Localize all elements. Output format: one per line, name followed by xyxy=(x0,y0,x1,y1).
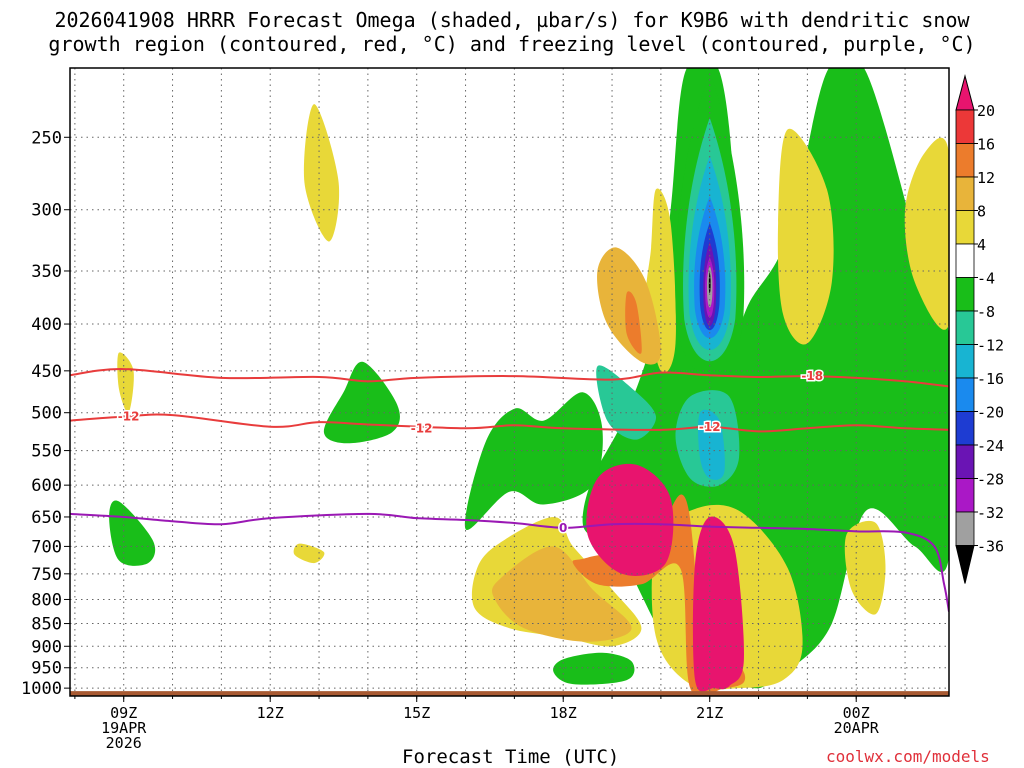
colorbar-segment xyxy=(955,277,975,312)
colorbar-label: -4 xyxy=(977,270,995,288)
colorbar-bottom-arrow xyxy=(955,545,975,584)
y-tick-label: 700 xyxy=(31,537,62,557)
omega-region-3 xyxy=(109,500,156,566)
x-tick-label: 21Z xyxy=(696,704,723,722)
omega-region-12 xyxy=(844,520,886,615)
x-tick-label: 00Z xyxy=(843,704,870,722)
contour-label: -12 xyxy=(118,410,140,424)
y-tick-label: 600 xyxy=(31,476,62,496)
omega-region-16 xyxy=(625,291,642,354)
x-tick-label: 2026 xyxy=(106,734,142,752)
colorbar-segment xyxy=(955,143,975,178)
omega-region-22 xyxy=(692,516,744,692)
x-tick-label: 20APR xyxy=(834,719,880,737)
colorbar-segment xyxy=(955,511,975,546)
colorbar: 20 16 12 8 4 -4 -8 -12 -16 -20 -24 -28 -32 -36 xyxy=(955,74,1004,584)
colorbar-label: -8 xyxy=(977,303,995,321)
y-tick-label: 500 xyxy=(31,404,62,424)
ground-fill xyxy=(70,691,949,696)
colorbar-label: -20 xyxy=(977,404,1004,422)
contours: -18 -12 -12 -12 0 xyxy=(70,368,949,612)
colorbar-label: 8 xyxy=(977,203,986,221)
chart-title: 2026041908 HRRR Forecast Omega (shaded, … xyxy=(0,8,1024,56)
contour-line-1 xyxy=(70,413,949,433)
y-tick-label: 850 xyxy=(31,615,62,635)
grid xyxy=(70,68,949,696)
contour-line-2 xyxy=(70,512,949,612)
colorbar-segment xyxy=(955,377,975,412)
colorbar-label: 12 xyxy=(977,169,995,187)
colorbar-label: 4 xyxy=(977,236,986,254)
y-tick-label: 900 xyxy=(31,637,62,657)
x-tick-label: 18Z xyxy=(550,704,577,722)
y-tick-label: 550 xyxy=(31,442,62,462)
x-axis-label: Forecast Time (UTC) xyxy=(402,746,620,768)
colorbar-segment xyxy=(955,478,975,513)
colorbar-label: -24 xyxy=(977,437,1004,455)
colorbar-top-arrow xyxy=(955,74,975,111)
contour-label: -12 xyxy=(699,420,721,434)
colorbar-segment xyxy=(955,344,975,379)
y-tick-label: 1000 xyxy=(21,679,62,699)
contour-label: 0 xyxy=(559,521,567,535)
x-tick-label: 09Z xyxy=(110,704,137,722)
omega-core-band-8 xyxy=(708,270,711,294)
title-line-1: 2026041908 HRRR Forecast Omega (shaded, … xyxy=(54,8,970,32)
omega-region-6 xyxy=(777,128,834,345)
omega-region-8 xyxy=(303,104,340,242)
colorbar-segment xyxy=(955,176,975,211)
y-tick-label: 750 xyxy=(31,565,62,585)
plot-frame xyxy=(69,67,950,697)
y-tick-label: 400 xyxy=(31,315,62,335)
x-tick-label: 15Z xyxy=(403,704,430,722)
colorbar-label: 20 xyxy=(977,102,995,120)
x-tick-label: 12Z xyxy=(257,704,284,722)
colorbar-label: -32 xyxy=(977,504,1004,522)
y-tick-label: 650 xyxy=(31,508,62,528)
y-tick-label: 950 xyxy=(31,659,62,679)
colorbar-segment xyxy=(955,210,975,245)
omega-region-9 xyxy=(117,352,134,414)
omega-region-14 xyxy=(492,546,632,642)
omega-region-21 xyxy=(586,463,674,576)
omega-region-4 xyxy=(553,652,635,685)
y-tick-label: 450 xyxy=(31,362,62,382)
omega-region-2 xyxy=(323,361,400,444)
y-tick-label: 800 xyxy=(31,590,62,610)
colorbar-label: -12 xyxy=(977,337,1004,355)
colorbar-segment xyxy=(955,243,975,278)
y-tick-label: 350 xyxy=(31,262,62,282)
omega-region-7 xyxy=(904,137,949,330)
title-line-2: growth region (contoured, red, °C) and f… xyxy=(48,32,976,56)
colorbar-label: -36 xyxy=(977,538,1004,556)
ground xyxy=(70,691,949,696)
colorbar-segment xyxy=(955,310,975,345)
contour-line-0 xyxy=(70,368,949,388)
y-tick-label: 300 xyxy=(31,201,62,221)
contour-label: -18 xyxy=(801,369,823,383)
omega-region-17 xyxy=(596,365,657,440)
colorbar-label: -16 xyxy=(977,370,1004,388)
omega-shading xyxy=(109,68,949,696)
x-tick-label: 19APR xyxy=(101,719,147,737)
omega-region-13 xyxy=(293,543,325,564)
colorbar-segment xyxy=(955,444,975,479)
colorbar-label: -28 xyxy=(977,471,1004,489)
colorbar-segment xyxy=(955,411,975,446)
y-axis: 2503003504004505005506006507007508008509… xyxy=(21,128,70,699)
y-tick-label: 250 xyxy=(31,128,62,148)
colorbar-label: 16 xyxy=(977,136,995,154)
contour-label: -12 xyxy=(411,421,433,435)
colorbar-segment xyxy=(955,109,975,144)
credit-link[interactable]: coolwx.com/models xyxy=(826,747,990,766)
